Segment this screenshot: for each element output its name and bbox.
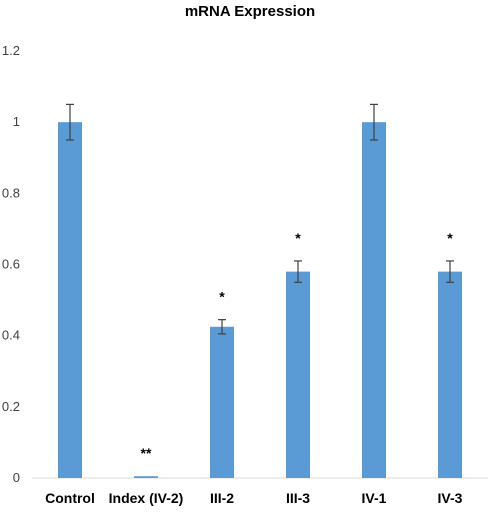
y-tick-label: 0 [13, 470, 20, 485]
y-axis-ticks: 0 0.2 0.4 0.6 0.8 1 1.2 [2, 43, 20, 485]
significance-marker: * [219, 289, 225, 305]
x-tick-label: Index (IV-2) [109, 490, 184, 506]
x-tick-label: Control [45, 490, 95, 506]
bar-series [58, 122, 462, 479]
bar [210, 326, 234, 478]
error-bar [446, 260, 454, 283]
bar [286, 271, 310, 478]
error-bar [218, 319, 226, 335]
error-bars [66, 103, 454, 335]
y-tick-label: 0.2 [2, 399, 20, 414]
chart-title: mRNA Expression [185, 3, 315, 20]
bar [362, 122, 386, 479]
bar [438, 271, 462, 478]
error-bar [294, 260, 302, 283]
x-tick-label: IV-3 [438, 490, 463, 506]
y-tick-label: 0.4 [2, 328, 20, 343]
error-bar [66, 103, 74, 141]
error-bar [370, 103, 378, 141]
bar [58, 122, 82, 479]
significance-marker: * [295, 230, 301, 246]
x-axis-ticks: Control Index (IV-2) III-2 III-3 IV-1 IV-3 [45, 490, 463, 506]
significance-marker: * [447, 230, 453, 246]
x-tick-label: III-2 [210, 490, 234, 506]
significance-annotations: **** * [141, 230, 454, 461]
significance-marker: ** [141, 445, 152, 461]
bar [134, 476, 158, 478]
y-tick-label: 1.2 [2, 43, 20, 58]
x-tick-label: IV-1 [362, 490, 387, 506]
y-tick-label: 0.6 [2, 257, 20, 272]
y-tick-label: 1 [13, 114, 20, 129]
x-tick-label: III-3 [286, 490, 310, 506]
y-tick-label: 0.8 [2, 185, 20, 200]
